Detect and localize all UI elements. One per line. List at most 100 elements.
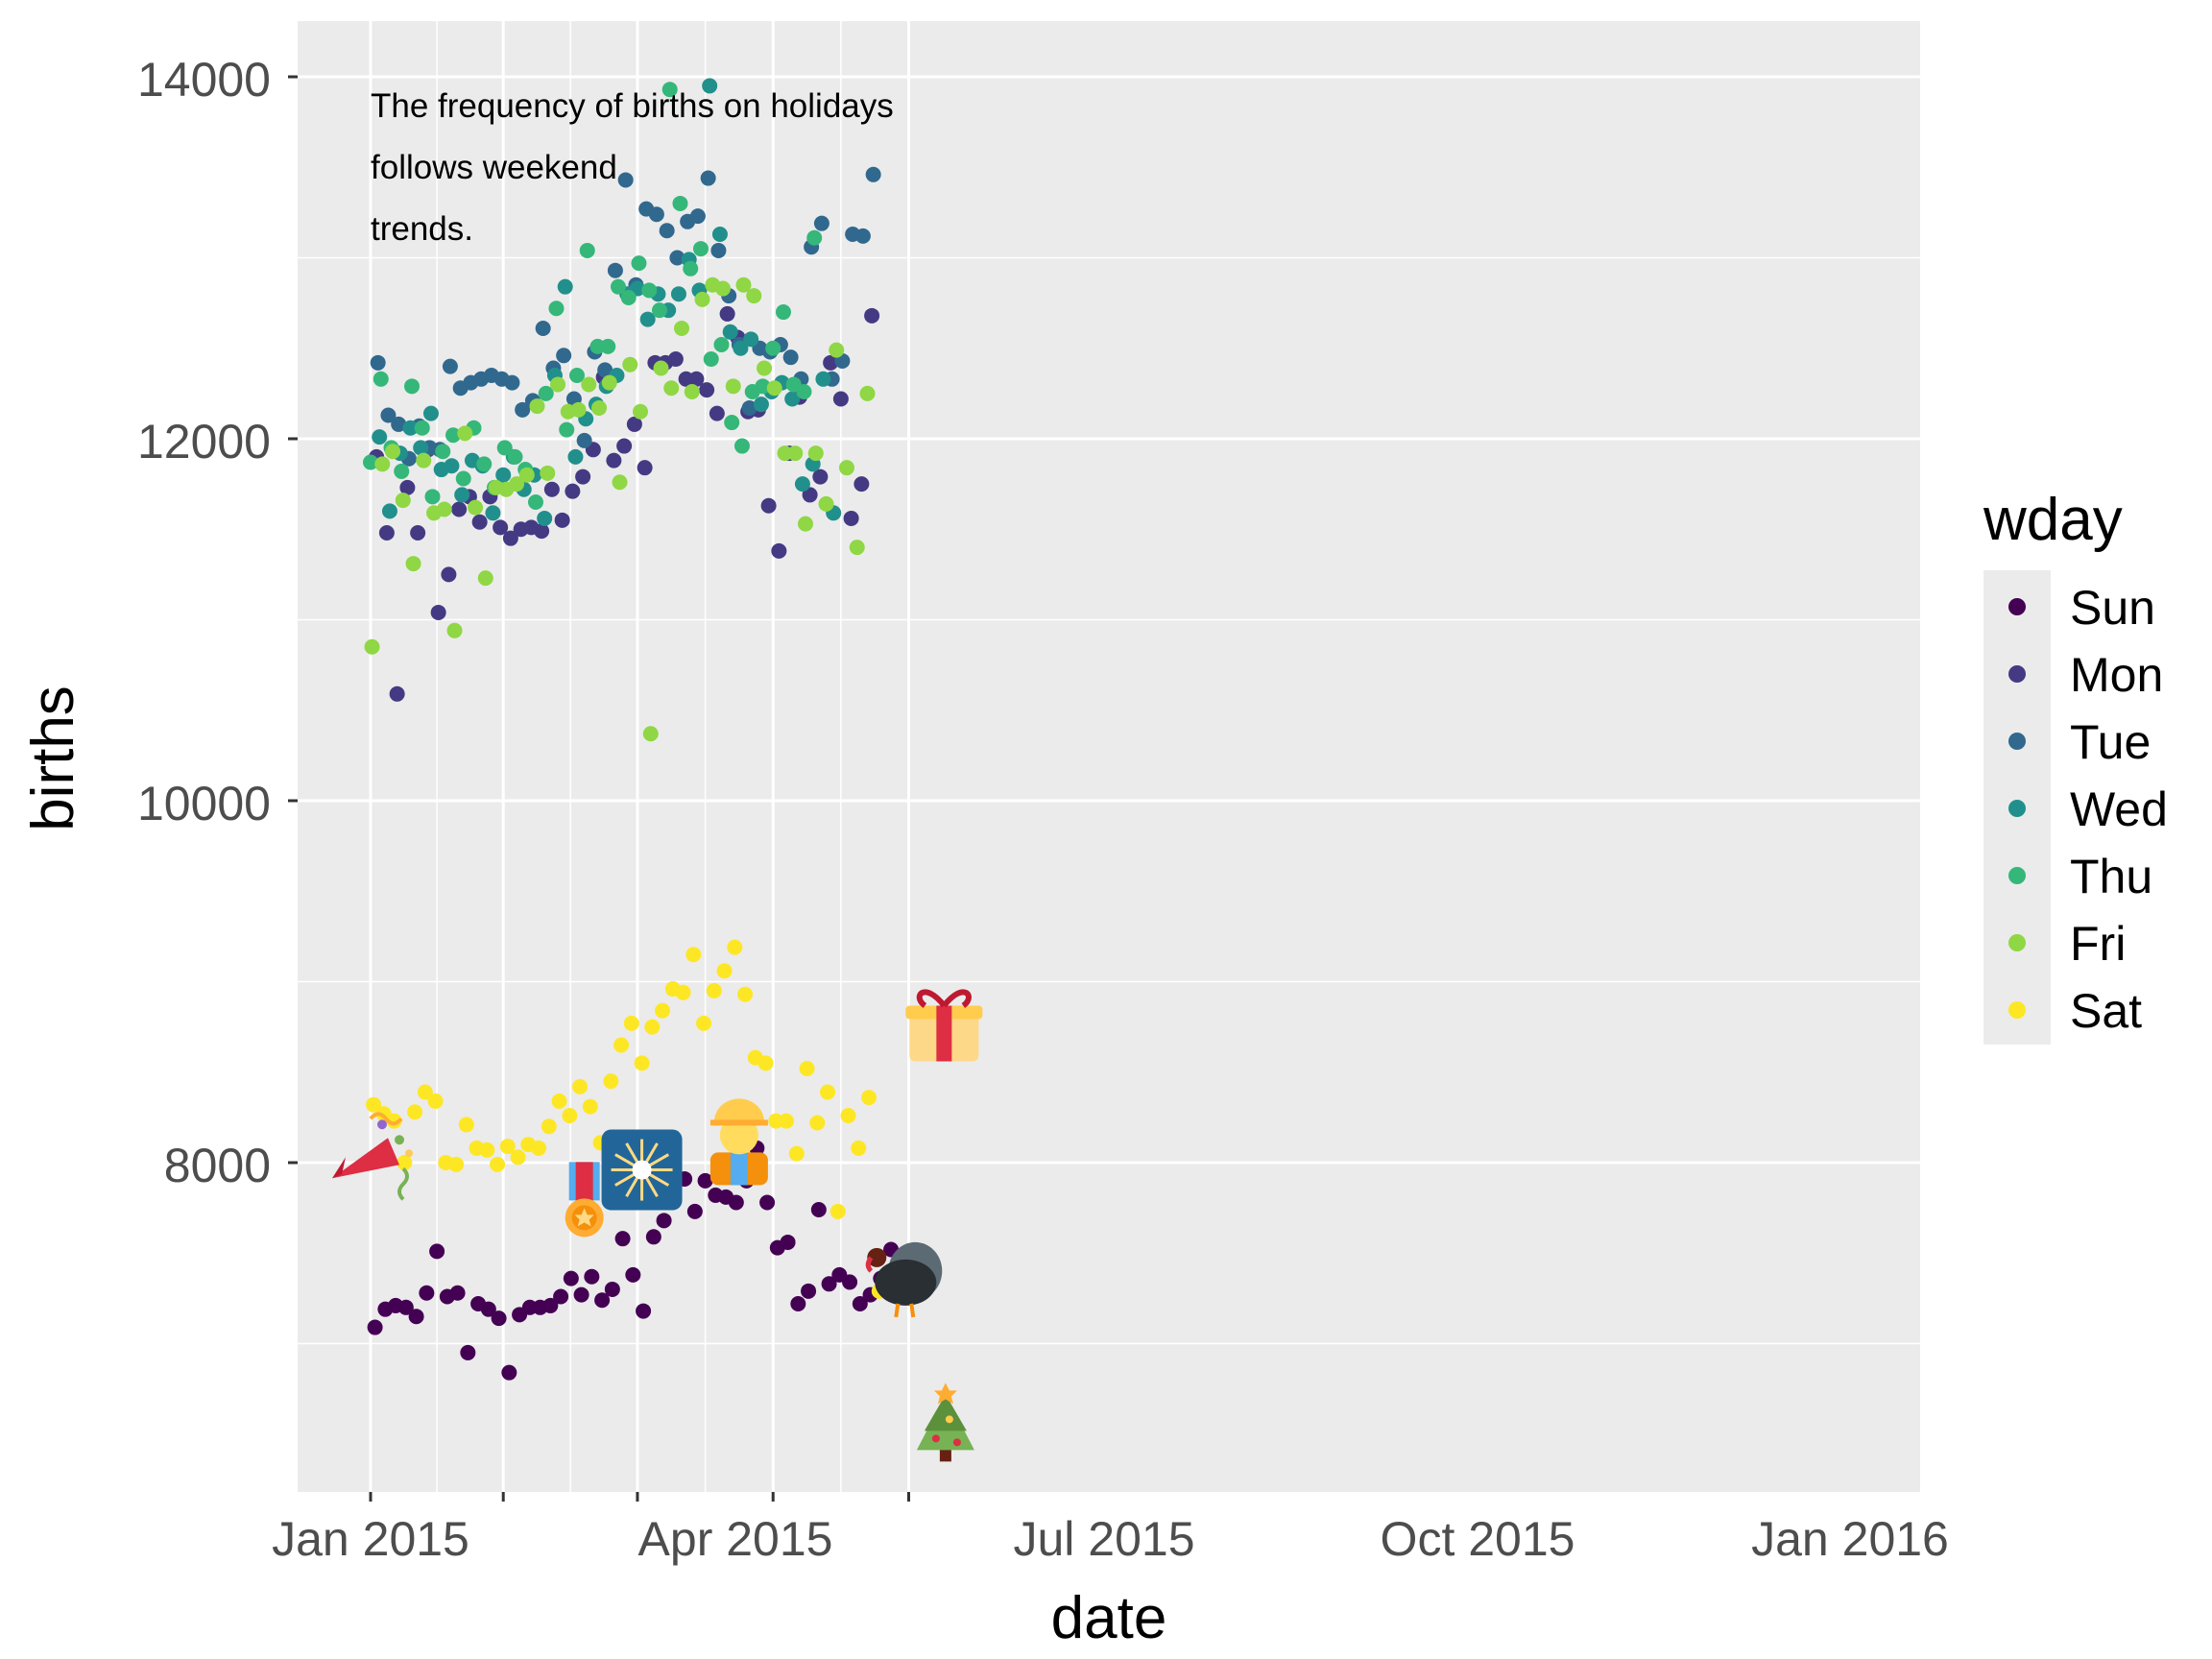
- point-mon: [688, 371, 705, 387]
- point-fri: [570, 401, 587, 418]
- point-sat: [685, 947, 702, 963]
- point-thu: [527, 493, 543, 510]
- point-fri: [601, 374, 617, 391]
- fireworks-icon: [601, 1129, 683, 1211]
- point-sat: [603, 1073, 619, 1090]
- point-mon: [543, 481, 560, 497]
- point-fri: [684, 383, 700, 399]
- point-sun: [449, 1285, 466, 1301]
- point-sun: [801, 1283, 817, 1299]
- construction-worker-icon: [709, 1098, 768, 1186]
- point-thu: [620, 289, 637, 305]
- point-thu: [775, 304, 791, 321]
- point-sun: [790, 1296, 806, 1312]
- point-mon: [812, 469, 829, 485]
- point-sun: [636, 1303, 652, 1319]
- legend-key-sun: [2008, 598, 2026, 615]
- point-sat: [448, 1156, 465, 1172]
- point-sun: [686, 1203, 703, 1219]
- point-wed: [485, 505, 501, 521]
- legend-label-fri: Fri: [2070, 917, 2126, 971]
- point-sun: [573, 1286, 589, 1303]
- panel-background: [298, 21, 1920, 1492]
- point-sun: [759, 1194, 776, 1211]
- turkey-icon: [865, 1241, 943, 1318]
- point-fri: [385, 444, 401, 460]
- point-sat: [427, 1093, 444, 1109]
- point-sat: [397, 1155, 413, 1170]
- point-sat: [366, 1096, 382, 1113]
- point-mon: [709, 405, 725, 421]
- point-fri: [477, 570, 493, 587]
- point-fri: [694, 291, 710, 307]
- point-thu: [394, 463, 410, 479]
- medal-icon: [565, 1162, 604, 1238]
- point-sun: [656, 1213, 672, 1229]
- point-fri: [529, 398, 545, 415]
- point-mon: [471, 514, 488, 530]
- point-sun: [419, 1285, 435, 1301]
- point-thu: [755, 378, 771, 395]
- annotation-line-3: trends.: [371, 210, 473, 248]
- point-tue: [741, 399, 757, 416]
- point-wed: [537, 510, 553, 526]
- legend-key-mon: [2008, 665, 2026, 683]
- point-thu: [403, 378, 420, 395]
- annotation-line-2: follows weekend: [371, 149, 617, 186]
- point-sat: [737, 986, 754, 1002]
- point-sun: [810, 1202, 827, 1218]
- point-fri: [436, 501, 452, 517]
- point-mon: [626, 416, 642, 432]
- x-tick-label: Apr 2015: [638, 1512, 833, 1566]
- point-wed: [733, 340, 749, 356]
- point-wed: [402, 420, 419, 436]
- point-fri: [829, 342, 845, 358]
- legend-key-tue: [2008, 733, 2026, 750]
- point-fri: [735, 276, 752, 293]
- point-mon: [378, 525, 395, 541]
- point-wed: [722, 324, 738, 340]
- point-wed: [784, 391, 801, 407]
- point-fri: [395, 493, 411, 509]
- point-sat: [830, 1203, 846, 1219]
- point-thu: [724, 415, 740, 431]
- point-fri: [633, 403, 649, 420]
- point-sun: [460, 1344, 476, 1360]
- point-tue: [380, 407, 397, 423]
- point-mon: [864, 307, 880, 324]
- point-sun: [697, 1172, 713, 1189]
- point-sat: [706, 982, 722, 998]
- y-axis: 8000 10000 12000 14000: [137, 53, 271, 1192]
- point-mon: [493, 519, 509, 536]
- point-sat: [779, 1113, 795, 1129]
- point-tue: [556, 348, 572, 364]
- point-sun: [367, 1319, 383, 1335]
- point-mon: [399, 479, 416, 495]
- point-thu: [414, 420, 430, 436]
- point-sat: [820, 1084, 836, 1100]
- point-mon: [565, 483, 581, 499]
- point-sun: [553, 1288, 569, 1305]
- point-sat: [655, 1002, 671, 1019]
- point-thu: [806, 229, 823, 246]
- x-tick-label: Jan 2015: [272, 1512, 469, 1566]
- y-tick-marks: [288, 75, 298, 1165]
- point-sat: [727, 939, 743, 955]
- point-fri: [591, 399, 608, 416]
- point-fri: [838, 460, 854, 476]
- point-sun: [397, 1299, 414, 1315]
- legend-label-tue: Tue: [2070, 715, 2151, 769]
- point-thu: [661, 82, 678, 98]
- point-wed: [639, 311, 656, 327]
- point-fri: [405, 556, 421, 572]
- point-wed: [670, 286, 686, 302]
- point-sun: [429, 1243, 445, 1260]
- legend-key-sat: [2008, 1001, 2026, 1019]
- point-fri: [550, 376, 566, 393]
- point-mon: [606, 452, 622, 469]
- x-axis: Jan 2015 Apr 2015 Jul 2015 Oct 2015 Jan …: [272, 1512, 1949, 1566]
- point-thu: [600, 338, 616, 354]
- point-wed: [711, 226, 728, 242]
- point-thu: [713, 336, 730, 352]
- point-fri: [518, 467, 535, 483]
